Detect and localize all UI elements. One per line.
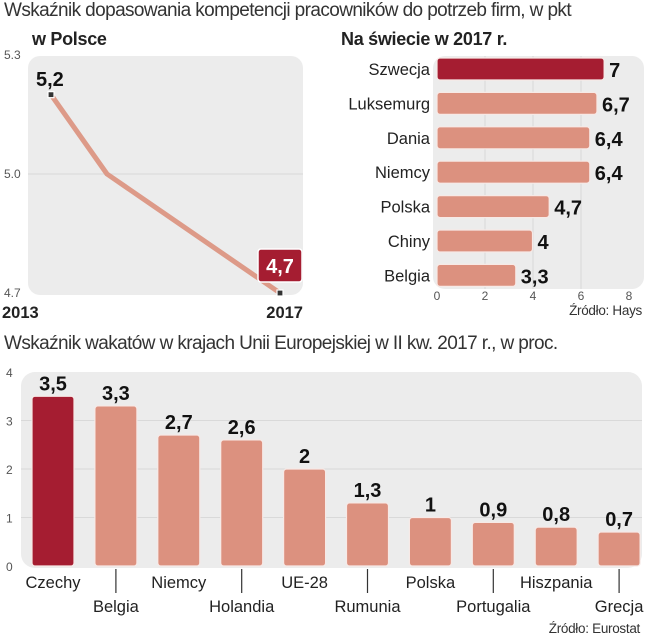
vbar-value-label: 2 xyxy=(299,446,310,468)
hbar-value-label: 6,4 xyxy=(595,129,624,151)
hbar-category-label: Szwecja xyxy=(369,61,431,79)
line-plot-panel xyxy=(28,56,303,295)
vbar-value-label: 0,8 xyxy=(542,504,570,526)
hbar-x-tick-label: 8 xyxy=(626,289,633,303)
line-point-marker xyxy=(276,289,284,297)
vbar-category-label: Holandia xyxy=(209,598,275,616)
hbar-category-label: Belgia xyxy=(384,267,431,285)
vbar-category-label: Rumunia xyxy=(334,598,401,616)
vbar-y-tick-label: 0 xyxy=(6,560,13,574)
vbar-value-label: 1 xyxy=(425,495,436,517)
vbar-bar xyxy=(597,531,641,567)
vbar-bar xyxy=(534,526,578,567)
hbar-chart-title: Na świecie w 2017 r. xyxy=(341,29,508,49)
vbar-category-label: UE-28 xyxy=(281,574,328,592)
line-point-label: 4,7 xyxy=(266,256,294,278)
line-y-tick-label: 4.7 xyxy=(4,286,21,300)
vbar-bar xyxy=(31,395,75,567)
line-highlight-badge xyxy=(257,248,303,283)
vbar-category-label: Polska xyxy=(406,574,456,592)
hbar-value-label: 6,4 xyxy=(595,163,624,185)
source-hays: Źródło: Hays xyxy=(569,303,642,318)
hbar-x-tick-label: 0 xyxy=(434,289,441,303)
vbar-bar xyxy=(94,405,138,567)
vbar-y-tick-label: 4 xyxy=(6,366,13,380)
bottom-title: Wskaźnik wakatów w krajach Unii Europejs… xyxy=(4,333,558,354)
hbar-x-tick-label: 6 xyxy=(578,289,585,303)
hbar-category-label: Niemcy xyxy=(375,164,431,182)
hbar-chart: Szwecja 7 Luksemurg 6,7 Dania 6,4 Niemcy 6,4 Pol… xyxy=(348,56,644,303)
vbar-category-label: Portugalia xyxy=(456,598,531,616)
hbar-bar xyxy=(436,263,517,287)
line-x-tick-label: 2017 xyxy=(266,304,303,322)
hbar-value-label: 7 xyxy=(609,60,620,82)
hbar-bar xyxy=(436,160,591,184)
line-y-tick-label: 5.3 xyxy=(4,48,21,62)
vbar-bar xyxy=(345,502,390,567)
vbar-bar xyxy=(471,521,515,567)
vbar-value-label: 2,7 xyxy=(165,412,193,434)
line-x-tick-label: 2013 xyxy=(2,304,39,322)
line-y-tick-label: 5.0 xyxy=(4,167,21,181)
hbar-category-label: Dania xyxy=(387,130,431,148)
line-point-label: 5,2 xyxy=(36,69,64,91)
vbar-value-label: 3,3 xyxy=(102,383,130,405)
top-title: Wskaźnik dopasowania kompetencji pracown… xyxy=(4,0,572,21)
vbar-value-label: 0,7 xyxy=(605,509,633,531)
line-chart-title: w Polsce xyxy=(32,29,107,49)
line-series xyxy=(48,93,282,296)
hbar-bar xyxy=(436,229,534,253)
vbar-value-label: 3,5 xyxy=(39,373,67,395)
hbar-bar xyxy=(436,91,598,116)
line-chart: 4.7 5.0 5.3 5,2 4,7 2013 2017 xyxy=(2,48,303,322)
hbar-category-label: Chiny xyxy=(388,233,431,251)
vbar-y-tick-label: 2 xyxy=(6,463,13,477)
hbar-x-tick-label: 2 xyxy=(482,289,489,303)
vbar-y-tick-label: 1 xyxy=(6,512,13,526)
vbar-value-label: 1,3 xyxy=(354,480,382,502)
hbar-bar xyxy=(436,57,605,81)
vbar-value-label: 0,9 xyxy=(479,499,507,521)
vbar-value-label: 2,6 xyxy=(228,417,256,439)
vbar-bar xyxy=(408,516,452,567)
hbar-category-label: Luksemurg xyxy=(348,95,430,113)
hbar-value-label: 4 xyxy=(538,232,550,254)
line-point-marker xyxy=(47,91,55,99)
vbar-category-label: Czechy xyxy=(25,574,81,592)
vbar-category-label: Hiszpania xyxy=(520,574,593,592)
hbar-bar xyxy=(436,126,591,150)
vbar-bar xyxy=(157,434,201,567)
vbar-category-label: Grecja xyxy=(595,598,644,616)
vbar-bar xyxy=(220,439,264,567)
hbar-value-label: 3,3 xyxy=(521,266,549,288)
source-eurostat: Źródło: Eurostat xyxy=(548,621,641,636)
hbar-value-label: 6,7 xyxy=(602,94,630,116)
vbar-category-label: Niemcy xyxy=(151,574,207,592)
vbar-y-tick-label: 3 xyxy=(6,415,13,429)
vbar-bar xyxy=(283,468,327,567)
hbar-x-tick-label: 4 xyxy=(530,289,537,303)
vbar-category-label: Belgia xyxy=(93,598,140,616)
hbar-bar xyxy=(436,195,550,219)
hbar-value-label: 4,7 xyxy=(554,198,582,220)
hbar-category-label: Polska xyxy=(380,199,430,217)
